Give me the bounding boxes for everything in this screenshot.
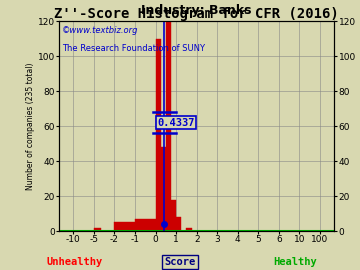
Bar [114,222,135,231]
Text: Unhealthy: Unhealthy [47,257,103,267]
Bar [186,228,192,231]
Bar [135,219,156,231]
Text: ©www.textbiz.org: ©www.textbiz.org [62,26,138,35]
Bar [171,200,176,231]
Bar [156,39,161,231]
Bar [176,217,181,231]
Title: Z''-Score Histogram for CFR (2016): Z''-Score Histogram for CFR (2016) [54,7,339,21]
Text: Industry: Banks: Industry: Banks [141,4,252,17]
Text: The Research Foundation of SUNY: The Research Foundation of SUNY [62,44,205,53]
Text: Score: Score [165,257,195,267]
Text: 0.4337: 0.4337 [157,118,195,128]
Y-axis label: Number of companies (235 total): Number of companies (235 total) [26,62,35,190]
Bar [94,228,101,231]
Bar [166,21,171,231]
Text: Healthy: Healthy [273,257,317,267]
Bar [161,147,166,231]
